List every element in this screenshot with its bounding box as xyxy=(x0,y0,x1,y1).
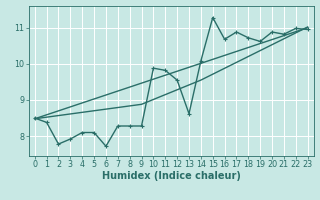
X-axis label: Humidex (Indice chaleur): Humidex (Indice chaleur) xyxy=(102,171,241,181)
